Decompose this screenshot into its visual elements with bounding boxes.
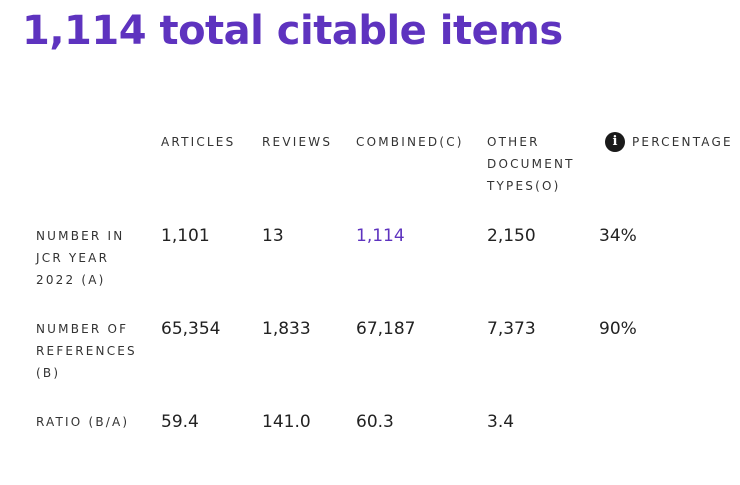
row-label: NUMBER IN JCR YEAR 2022 (A) (36, 229, 125, 287)
row-label: RATIO (B/A) (36, 415, 130, 429)
header-reviews: REVIEWS (262, 135, 333, 149)
header-percentage: i PERCENTAGE (605, 131, 733, 153)
combined-link[interactable]: 1,114 (356, 226, 405, 246)
cell-articles: 1,101 (161, 226, 210, 246)
cell-reviews: 13 (262, 226, 284, 246)
cell-percentage: 34% (599, 226, 637, 246)
header-articles: ARTICLES (161, 135, 236, 149)
cell-articles: 65,354 (161, 319, 221, 339)
header-combined: COMBINED(C) (356, 135, 464, 149)
cell-other: 2,150 (487, 226, 536, 246)
cell-articles: 59.4 (161, 412, 199, 432)
cell-combined: 67,187 (356, 319, 416, 339)
cell-reviews: 1,833 (262, 319, 311, 339)
cell-other: 7,373 (487, 319, 536, 339)
header-other-document-types: OTHER DOCUMENT TYPES(O) (487, 135, 575, 193)
page-title: 1,114 total citable items (22, 8, 563, 54)
cell-other: 3.4 (487, 412, 515, 432)
info-icon[interactable]: i (605, 132, 625, 152)
cell-reviews: 141.0 (262, 412, 311, 432)
header-percentage-label: PERCENTAGE (632, 135, 733, 149)
row-label: NUMBER OF REFERENCES (B) (36, 322, 137, 380)
cell-percentage: 90% (599, 319, 637, 339)
cell-combined: 60.3 (356, 412, 394, 432)
